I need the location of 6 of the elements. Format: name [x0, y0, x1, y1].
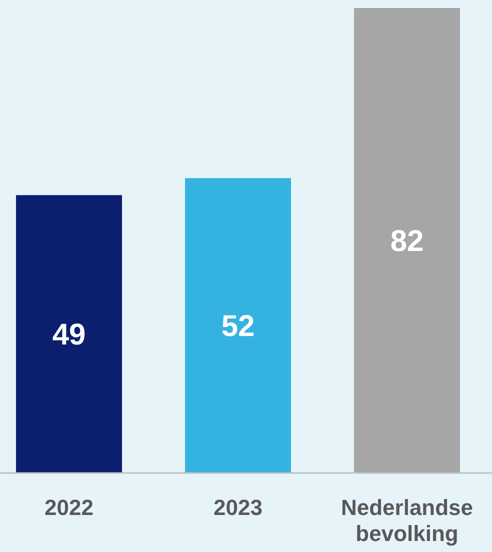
- data-label: 82: [390, 225, 424, 258]
- data-label: 52: [221, 310, 255, 344]
- x-tick-label: 2022: [44, 495, 94, 520]
- x-tick-label: 2023: [214, 495, 262, 520]
- x-tick-label: Nederlandse bevolking: [340, 495, 474, 546]
- data-label: 49: [52, 318, 86, 352]
